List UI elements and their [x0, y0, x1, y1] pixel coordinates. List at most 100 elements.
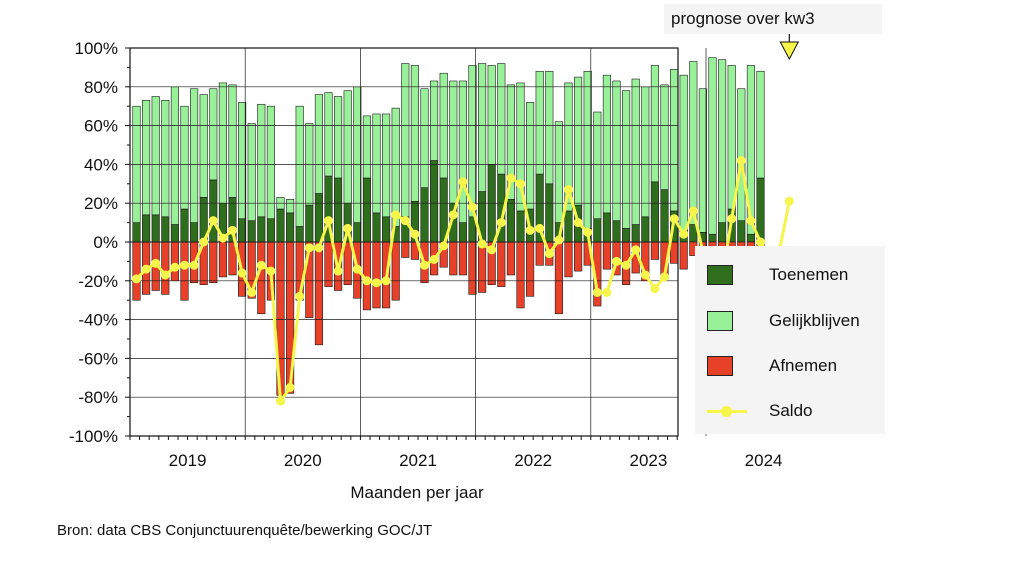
bar-gelijkblijven: [641, 86, 650, 218]
x-tick-label: 2020: [284, 451, 322, 470]
saldo-point: [592, 287, 602, 297]
bar-toenemen: [238, 218, 247, 243]
bar-toenemen: [708, 233, 717, 243]
saldo-point: [180, 260, 189, 270]
bar-toenemen: [295, 226, 304, 243]
bar-toenemen: [746, 233, 755, 243]
bar-afnemen: [535, 241, 544, 266]
bar-gelijkblijven: [170, 86, 179, 225]
y-tick-label: 60%: [84, 117, 118, 136]
saldo-point: [669, 214, 679, 224]
saldo-point: [324, 216, 333, 226]
bar-gelijkblijven: [353, 86, 362, 223]
bar-gelijkblijven: [180, 105, 189, 210]
bar-gelijkblijven: [737, 88, 746, 221]
bar-gelijkblijven: [199, 94, 208, 198]
bar-gelijkblijven: [238, 102, 247, 220]
bar-gelijkblijven: [334, 96, 343, 179]
bar-toenemen: [334, 177, 343, 243]
bar-toenemen: [612, 220, 621, 243]
bar-gelijkblijven: [343, 90, 352, 204]
bar-gelijkblijven: [458, 80, 467, 223]
bar-afnemen: [602, 241, 611, 270]
bar-afnemen: [670, 241, 679, 264]
bar-gelijkblijven: [526, 102, 535, 210]
bar-gelijkblijven: [756, 70, 765, 179]
bar-toenemen: [430, 160, 439, 243]
bar-afnemen: [506, 241, 515, 276]
saldo-point: [391, 210, 401, 220]
bar-gelijkblijven: [391, 107, 400, 227]
bar-toenemen: [305, 204, 314, 243]
legend-item-saldo: Saldo: [707, 398, 812, 424]
bar-afnemen: [209, 241, 218, 284]
saldo-point: [458, 177, 468, 187]
bar-afnemen: [468, 241, 477, 295]
bar-gelijkblijven: [670, 69, 679, 212]
saldo-point: [381, 276, 391, 286]
bar-toenemen: [314, 193, 323, 243]
saldo-point: [439, 241, 449, 251]
bar-afnemen: [650, 241, 659, 260]
legend-swatch-saldo: [707, 401, 747, 421]
bar-gelijkblijven: [324, 92, 333, 177]
saldo-point: [247, 287, 257, 297]
saldo-point: [170, 262, 180, 272]
bar-afnemen: [526, 241, 535, 297]
bar-gelijkblijven: [746, 65, 755, 235]
legend-swatch-gelijkblijven: [707, 311, 733, 331]
saldo-point: [295, 291, 305, 301]
y-tick-label: -60%: [78, 349, 118, 368]
bar-toenemen: [516, 210, 525, 243]
saldo-point: [218, 233, 228, 243]
saldo-point: [208, 216, 218, 226]
bar-toenemen: [602, 212, 611, 243]
saldo-point: [640, 270, 650, 280]
saldo-point: [631, 245, 641, 255]
saldo-point: [496, 218, 506, 228]
bar-toenemen: [170, 224, 179, 243]
saldo-point: [506, 173, 516, 183]
saldo-point: [448, 210, 458, 220]
y-tick-label: 80%: [84, 78, 118, 97]
bar-toenemen: [650, 181, 659, 243]
bar-toenemen: [660, 189, 669, 243]
bar-toenemen: [458, 222, 467, 243]
bar-toenemen: [151, 214, 160, 243]
bar-toenemen: [622, 228, 631, 243]
bar-toenemen: [190, 222, 199, 243]
bar-gelijkblijven: [698, 88, 707, 233]
bar-toenemen: [209, 179, 218, 243]
bar-gelijkblijven: [708, 57, 717, 235]
bar-gelijkblijven: [468, 65, 477, 218]
saldo-point: [429, 254, 439, 264]
source-note: Bron: data CBS Conjunctuurenquête/bewerk…: [57, 522, 433, 539]
bar-afnemen: [372, 241, 381, 309]
bar-toenemen: [142, 214, 151, 243]
saldo-point: [602, 287, 612, 297]
bar-afnemen: [478, 241, 487, 293]
bar-toenemen: [756, 177, 765, 243]
bar-afnemen: [170, 241, 179, 282]
legend-item-gelijkblijven: Gelijkblijven: [707, 308, 860, 334]
saldo-point: [756, 237, 765, 247]
saldo-point: [420, 260, 429, 270]
bar-toenemen: [161, 216, 170, 243]
bar-toenemen: [420, 187, 429, 243]
bar-toenemen: [362, 177, 371, 243]
saldo-point: [160, 270, 170, 280]
bar-afnemen: [401, 241, 410, 258]
bar-afnemen: [324, 241, 333, 287]
saldo-point: [189, 260, 199, 270]
bar-afnemen: [574, 241, 583, 272]
legend-label-saldo: Saldo: [769, 401, 813, 420]
saldo-point: [304, 243, 314, 253]
saldo-point: [535, 223, 545, 233]
saldo-point: [132, 274, 141, 284]
bar-gelijkblijven: [545, 70, 554, 185]
bar-gelijkblijven: [247, 123, 256, 221]
bar-gelijkblijven: [362, 115, 371, 179]
bar-toenemen: [641, 216, 650, 243]
bar-afnemen: [132, 241, 141, 301]
saldo-point: [573, 218, 583, 228]
